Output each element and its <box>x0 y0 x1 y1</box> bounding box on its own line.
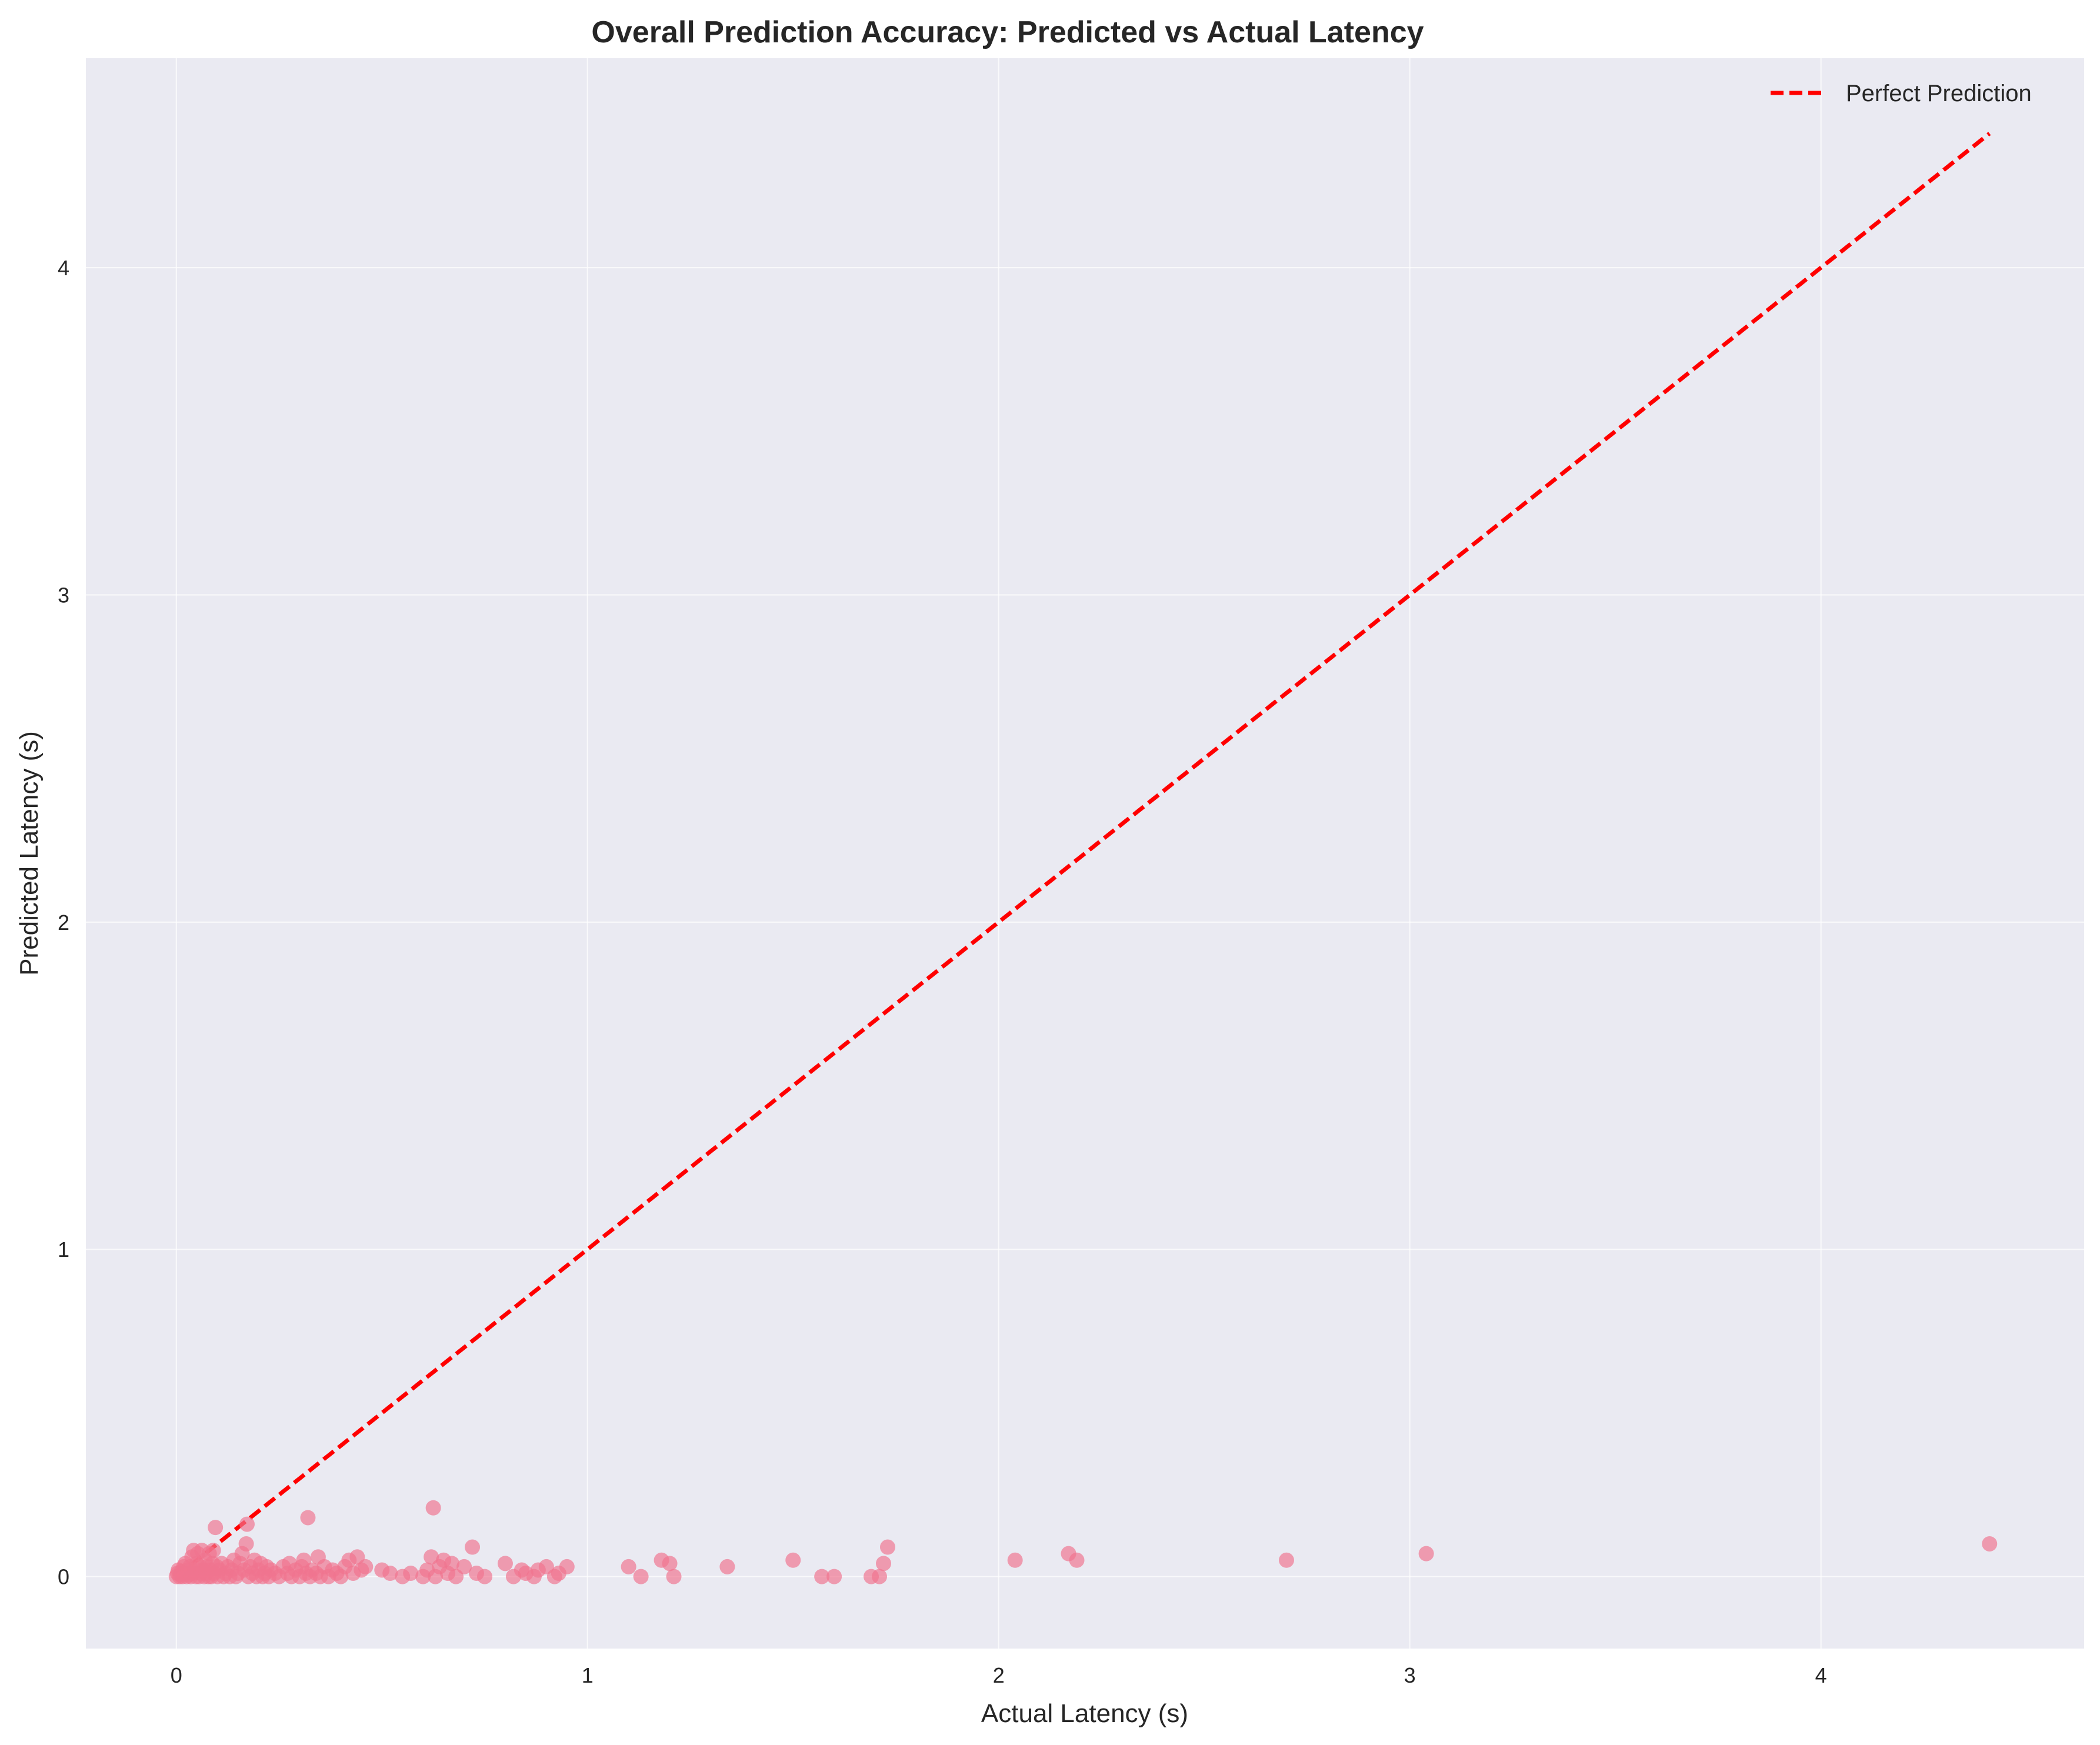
scatter-point <box>1982 1536 1998 1552</box>
scatter-point <box>826 1569 842 1584</box>
y-tick-label: 0 <box>58 1565 69 1589</box>
x-tick-labels: 0 1 2 3 4 <box>171 1663 1827 1687</box>
x-tick-label: 4 <box>1815 1663 1827 1687</box>
scatter-point <box>876 1556 892 1571</box>
scatter-points <box>168 1500 1998 1584</box>
scatter-point <box>719 1559 735 1574</box>
legend-label-perfect-prediction: Perfect Prediction <box>1846 81 2032 106</box>
scatter-point <box>239 1516 255 1532</box>
x-tick-label: 1 <box>582 1663 594 1687</box>
chart-title: Overall Prediction Accuracy: Predicted v… <box>591 15 1424 49</box>
y-tick-label: 3 <box>58 583 69 607</box>
scatter-point <box>662 1556 678 1571</box>
scatter-point <box>477 1569 493 1584</box>
scatter-point <box>1069 1552 1085 1568</box>
reference-line-layer <box>175 132 1991 1579</box>
scatter-point <box>425 1500 441 1516</box>
scatter-point <box>872 1569 888 1584</box>
scatter-point <box>403 1566 419 1581</box>
y-tick-labels: 0 1 2 3 4 <box>58 256 69 1589</box>
scatter-point <box>621 1559 636 1574</box>
x-tick-label: 0 <box>171 1663 182 1687</box>
scatter-point <box>1278 1552 1294 1568</box>
scatter-point <box>559 1559 575 1574</box>
scatter-point <box>465 1539 481 1555</box>
scatter-point <box>814 1569 830 1584</box>
x-tick-label: 2 <box>993 1663 1005 1687</box>
y-tick-label: 1 <box>58 1237 69 1262</box>
y-axis-label: Predicted Latency (s) <box>15 731 44 976</box>
scatter-point <box>358 1559 374 1574</box>
scatter-point <box>238 1536 254 1552</box>
y-tick-label: 2 <box>58 910 69 935</box>
perfect-prediction-line <box>175 132 1991 1579</box>
scatter-point <box>633 1569 649 1584</box>
scatter-point <box>785 1552 801 1568</box>
y-tick-label: 4 <box>58 256 69 280</box>
x-axis-label: Actual Latency (s) <box>981 1699 1188 1728</box>
scatter-point <box>497 1556 513 1571</box>
scatter-point <box>208 1520 224 1536</box>
scatter-point <box>300 1510 316 1526</box>
scatter-point <box>879 1539 895 1555</box>
scatter-point <box>1418 1546 1434 1562</box>
x-tick-label: 3 <box>1404 1663 1416 1687</box>
scatter-point <box>1007 1552 1023 1568</box>
scatter-point <box>666 1569 682 1584</box>
legend: Perfect Prediction <box>1771 81 2032 106</box>
scatter-point <box>382 1566 398 1581</box>
scatter-point <box>205 1543 221 1559</box>
scatter-point <box>444 1556 460 1571</box>
scatter-point <box>456 1559 472 1574</box>
